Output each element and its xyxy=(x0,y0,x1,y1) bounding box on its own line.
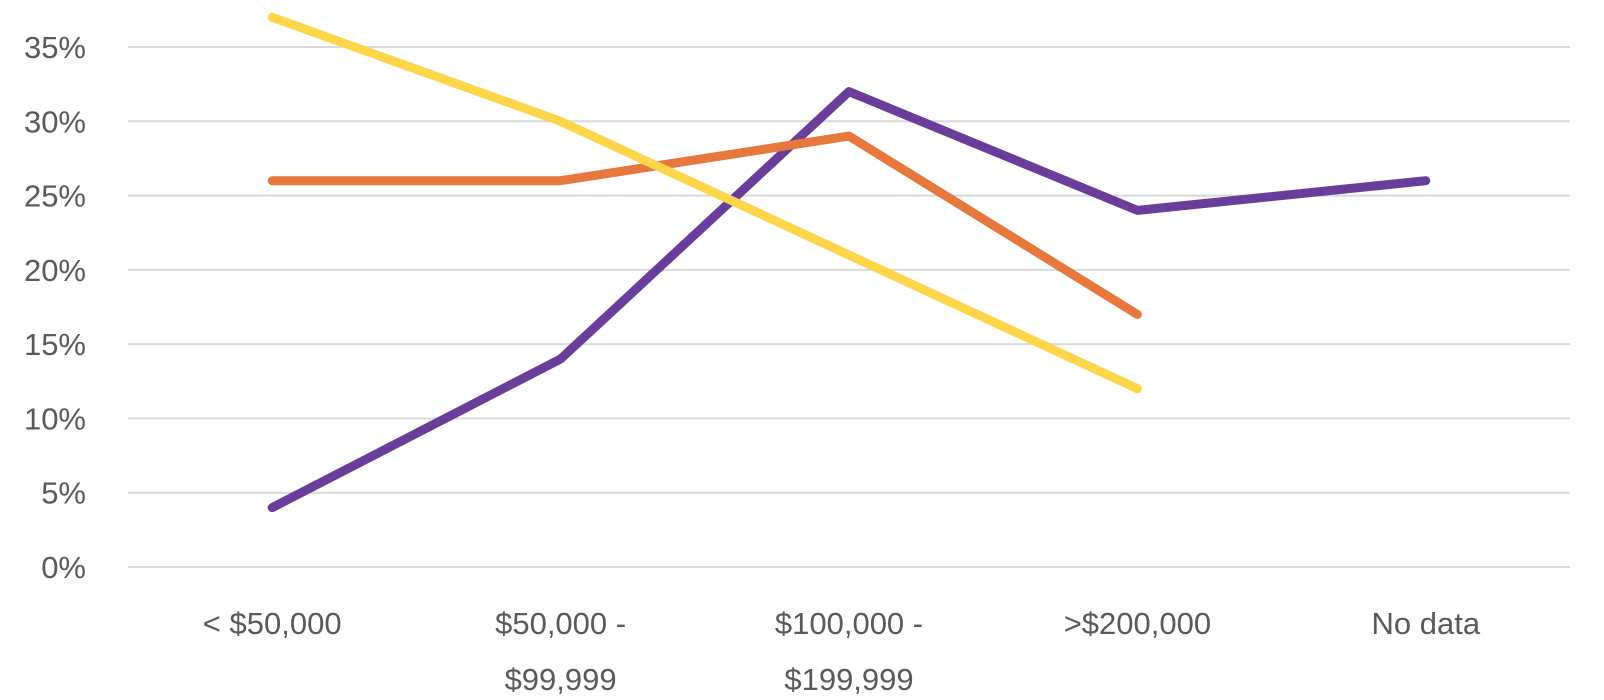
x-axis-ticks: < $50,000 $50,000 - $99,999 $100,000 - $199,… xyxy=(203,606,1481,697)
x-tick-label: $50,000 - $99,999 xyxy=(495,606,626,697)
y-tick-label: 25% xyxy=(24,179,86,214)
x-tick-label-line: No data xyxy=(1372,606,1481,641)
x-tick-label: < $50,000 xyxy=(203,606,342,641)
y-tick-label: 30% xyxy=(24,104,86,139)
x-tick-label-line: $99,999 xyxy=(505,662,617,697)
y-tick-label: 0% xyxy=(41,550,86,585)
series-line-1 xyxy=(267,87,1431,513)
y-axis-ticks: 0% 5% 10% 15% 20% 25% 30% 35% xyxy=(24,30,86,585)
y-tick-label: 5% xyxy=(41,476,86,511)
x-tick-label-line: $100,000 - xyxy=(775,606,923,641)
x-tick-label-line: $50,000 - xyxy=(495,606,626,641)
x-tick-label-line: $199,999 xyxy=(784,662,913,697)
x-tick-label: No data xyxy=(1372,606,1481,641)
y-tick-label: 10% xyxy=(24,401,86,436)
x-tick-label: $100,000 - $199,999 xyxy=(775,606,923,697)
series-line-2 xyxy=(267,131,1142,319)
y-tick-label: 35% xyxy=(24,30,86,65)
x-tick-label: >$200,000 xyxy=(1064,606,1211,641)
y-tick-label: 15% xyxy=(24,327,86,362)
series-layer xyxy=(267,12,1431,513)
series-line-3 xyxy=(267,12,1142,394)
grid-layer xyxy=(128,46,1570,568)
x-tick-label-line: < $50,000 xyxy=(203,606,342,641)
x-tick-label-line: >$200,000 xyxy=(1064,606,1211,641)
y-tick-label: 20% xyxy=(24,253,86,288)
